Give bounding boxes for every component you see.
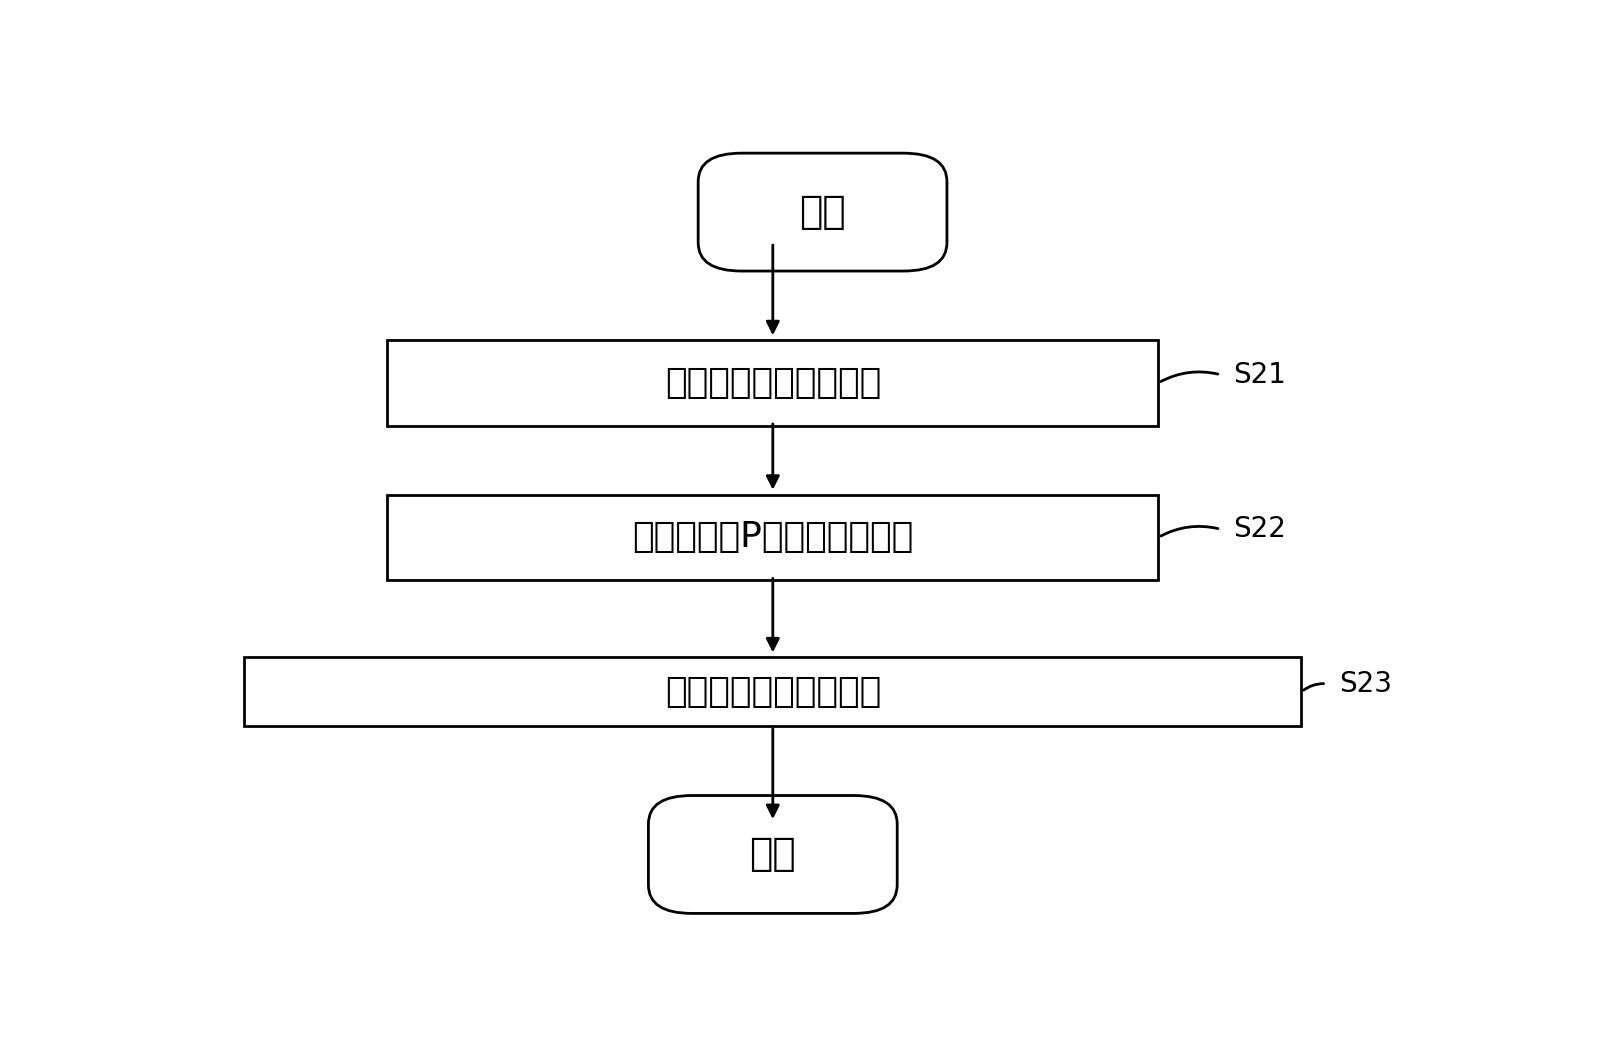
FancyBboxPatch shape xyxy=(648,795,897,913)
Text: 获取反射光P偏振分量的光强: 获取反射光P偏振分量的光强 xyxy=(632,521,913,554)
Text: S21: S21 xyxy=(1233,361,1286,389)
Bar xyxy=(387,494,1159,580)
FancyBboxPatch shape xyxy=(698,153,947,271)
Text: S23: S23 xyxy=(1339,670,1392,698)
Text: S22: S22 xyxy=(1233,515,1286,543)
Text: 判断存在或不存在异物: 判断存在或不存在异物 xyxy=(664,675,881,709)
Text: 结束: 结束 xyxy=(750,835,796,873)
Text: 开始: 开始 xyxy=(799,193,846,231)
Bar xyxy=(244,657,1302,727)
Text: 开始发射偏振光到衬底: 开始发射偏振光到衬底 xyxy=(664,365,881,400)
Bar xyxy=(387,340,1159,426)
